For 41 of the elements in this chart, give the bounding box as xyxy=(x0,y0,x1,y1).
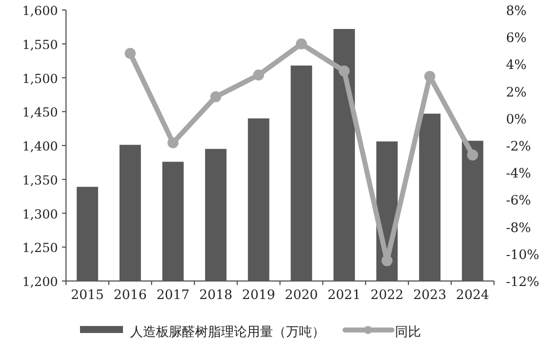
x-tick-label: 2024 xyxy=(456,288,490,303)
y-tick-label: 1,300 xyxy=(22,206,58,222)
y-tick-label: 1,550 xyxy=(22,36,58,52)
point xyxy=(124,48,136,59)
x-tick-label: 2023 xyxy=(413,288,446,303)
point xyxy=(382,255,392,266)
y-tick-label: 1,200 xyxy=(22,274,58,289)
x-tick-label: 2017 xyxy=(156,288,190,303)
legend-label: 同比 xyxy=(395,325,421,340)
y2-tick-label: 4% xyxy=(506,58,527,74)
point xyxy=(296,38,307,50)
y-tick-label: 1,350 xyxy=(22,172,58,188)
point xyxy=(467,149,478,160)
x-tick-label: 2018 xyxy=(199,288,232,303)
y2-tick-label: -8% xyxy=(506,220,532,236)
y2-tick-label: 6% xyxy=(506,31,527,46)
y2-tick-label: -6% xyxy=(506,194,532,209)
y-tick-label: 1,400 xyxy=(22,138,58,154)
x-tick-label: 2016 xyxy=(114,288,147,303)
y2-tick-label: -4% xyxy=(506,166,532,182)
point xyxy=(168,137,178,148)
y2-tick-label: 8% xyxy=(506,4,527,19)
x-tick-label: 2022 xyxy=(370,288,404,303)
point xyxy=(424,70,436,82)
y2-tick-label: -12% xyxy=(506,275,540,290)
x-tick-label: 2020 xyxy=(284,288,318,303)
point xyxy=(338,65,350,76)
y2-tick-label: -10% xyxy=(506,248,540,263)
y-tick-label: 1,600 xyxy=(22,3,58,18)
x-tick-label: 2019 xyxy=(242,288,276,303)
y2-tick-label: 2% xyxy=(506,85,527,100)
x-tick-label: 2015 xyxy=(70,288,104,303)
legend-label: 人造板脲醛树脂理论用量（万吨） xyxy=(130,325,325,340)
y2-tick-label: -2% xyxy=(506,140,532,154)
point xyxy=(210,91,222,102)
y-tick-label: 1,250 xyxy=(22,240,58,256)
y2-tick-label: 0% xyxy=(506,112,527,128)
point xyxy=(253,70,264,81)
y-tick-label: 1,450 xyxy=(22,104,58,120)
x-tick-label: 2021 xyxy=(328,288,361,303)
y-tick-label: 1,500 xyxy=(22,70,58,86)
